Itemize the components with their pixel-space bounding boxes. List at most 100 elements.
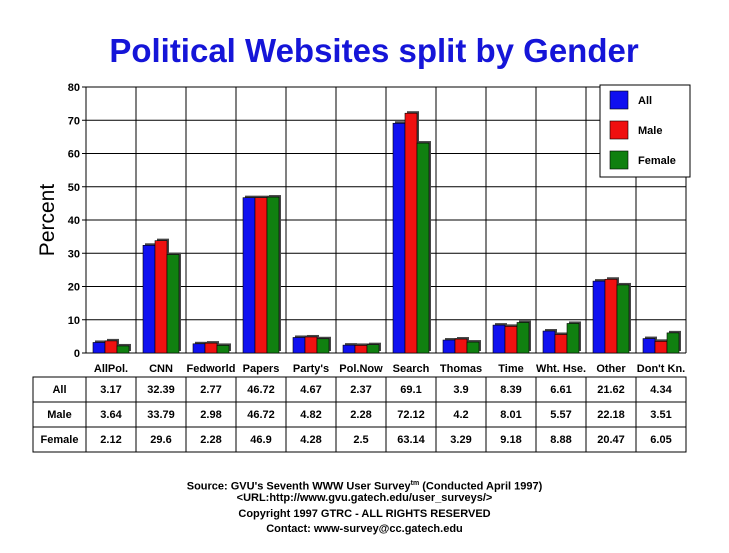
data-table: All 3.17 32.39 2.77 46.72 4.67 2.37 69.1 3.9 8.39… — [32, 376, 687, 453]
source-suffix: (Conducted April 1997) — [419, 480, 543, 493]
table-cell: 4.34 — [650, 384, 672, 396]
bar-female — [266, 196, 280, 354]
y-tick-label: 30 — [68, 248, 80, 260]
grid — [85, 86, 687, 354]
bar-male — [154, 240, 168, 354]
table-cell: 46.72 — [247, 409, 275, 421]
bar-all — [642, 338, 656, 354]
table-cell: 9.18 — [500, 434, 521, 446]
bar-all — [242, 197, 256, 354]
table-cell: 2.28 — [200, 434, 221, 446]
table-cell: 4.67 — [300, 384, 321, 396]
table-cell: 6.61 — [550, 384, 571, 396]
x-tick-label: Don't Kn. — [637, 363, 685, 375]
bar-male — [304, 336, 318, 354]
table-cell: 8.39 — [500, 384, 521, 396]
table-cell: 2.98 — [200, 409, 221, 421]
legend-label: Female — [638, 155, 676, 167]
source-trademark: tm — [410, 480, 420, 487]
bar-all — [392, 122, 406, 354]
bar-female — [516, 322, 530, 354]
bar-male — [454, 338, 468, 354]
bar-male — [404, 112, 418, 354]
bar-female — [116, 345, 130, 354]
bar-all — [442, 339, 456, 354]
legend-swatch — [609, 150, 629, 170]
table-cell: 69.1 — [400, 384, 421, 396]
x-tick-label: Papers — [243, 363, 280, 375]
bar-female — [666, 332, 680, 354]
bar-male — [204, 342, 218, 354]
bar-female — [166, 254, 180, 354]
bar-male — [554, 334, 568, 354]
y-tick-label: 0 — [74, 348, 80, 360]
bar-female — [316, 338, 330, 354]
axes: 0 10 20 30 40 50 60 70 80 AllPol. CNN Fedworld Paper… — [68, 82, 685, 375]
legend: All Male Female — [599, 84, 691, 178]
x-tick-label: Party's — [293, 363, 329, 375]
y-tick-label: 10 — [68, 315, 80, 327]
legend-label: Male — [638, 125, 662, 137]
table-row-header: Female — [41, 434, 79, 446]
x-tick-label: Search — [393, 363, 430, 375]
table-cell: 4.82 — [300, 409, 321, 421]
table-cell: 2.5 — [353, 434, 368, 446]
bar-all — [492, 324, 506, 354]
y-tick-label: 70 — [68, 115, 80, 127]
x-tick-label: AllPol. — [94, 363, 128, 375]
table-cell: 8.88 — [550, 434, 571, 446]
x-tick-label: Time — [498, 363, 523, 375]
table-cell: 4.2 — [453, 409, 468, 421]
table-cell: 32.39 — [147, 384, 175, 396]
table-cell: 63.14 — [397, 434, 425, 446]
y-tick-label: 20 — [68, 282, 80, 294]
table-cell: 20.47 — [597, 434, 625, 446]
table-cell: 3.9 — [453, 384, 468, 396]
bar-all — [342, 344, 356, 354]
table-cell: 3.29 — [450, 434, 471, 446]
bar-male — [354, 345, 368, 354]
table-cell: 5.57 — [550, 409, 571, 421]
bar-all — [542, 330, 556, 354]
chart-title: Political Websites split by Gender — [109, 32, 639, 69]
bar-female — [466, 341, 480, 354]
x-tick-label: Thomas — [440, 363, 482, 375]
table-cell: 2.28 — [350, 409, 371, 421]
legend-swatch — [609, 90, 629, 110]
table-cell: 4.28 — [300, 434, 321, 446]
bar-all — [192, 343, 206, 354]
x-tick-label: CNN — [149, 363, 173, 375]
table-cell: 2.12 — [100, 434, 121, 446]
table-cell: 2.77 — [200, 384, 221, 396]
bar-all — [92, 342, 106, 354]
bar-all — [592, 280, 606, 354]
bar-male — [654, 341, 668, 354]
bar-all — [292, 337, 306, 354]
x-tick-label: Other — [596, 363, 626, 375]
table-cell: 8.01 — [500, 409, 521, 421]
table-cell: 2.37 — [350, 384, 371, 396]
table-cell: 33.79 — [147, 409, 175, 421]
y-tick-label: 40 — [68, 215, 80, 227]
bar-male — [104, 340, 118, 354]
bar-female — [216, 345, 230, 354]
source-line: Source: GVU's Seventh WWW User Surveytm … — [0, 476, 729, 495]
y-axis-label: Percent — [36, 184, 59, 257]
legend-swatch — [609, 120, 629, 140]
bar-female — [616, 284, 630, 354]
y-tick-label: 80 — [68, 82, 80, 94]
bar-female — [416, 142, 430, 354]
bar-male — [504, 326, 518, 354]
bar-female — [366, 344, 380, 354]
table-row-header: Male — [47, 409, 71, 421]
bar-male — [254, 197, 268, 354]
source-url: <URL:http://www.gvu.gatech.edu/user_surv… — [236, 492, 493, 504]
y-tick-label: 60 — [68, 149, 80, 161]
table-cell: 3.64 — [100, 409, 122, 421]
contact: Contact: www-survey@cc.gatech.edu — [266, 523, 463, 535]
y-tick-label: 50 — [68, 182, 80, 194]
table-cell: 21.62 — [597, 384, 625, 396]
copyright: Copyright 1997 GTRC - ALL RIGHTS RESERVE… — [238, 508, 491, 520]
legend-label: All — [638, 95, 652, 107]
